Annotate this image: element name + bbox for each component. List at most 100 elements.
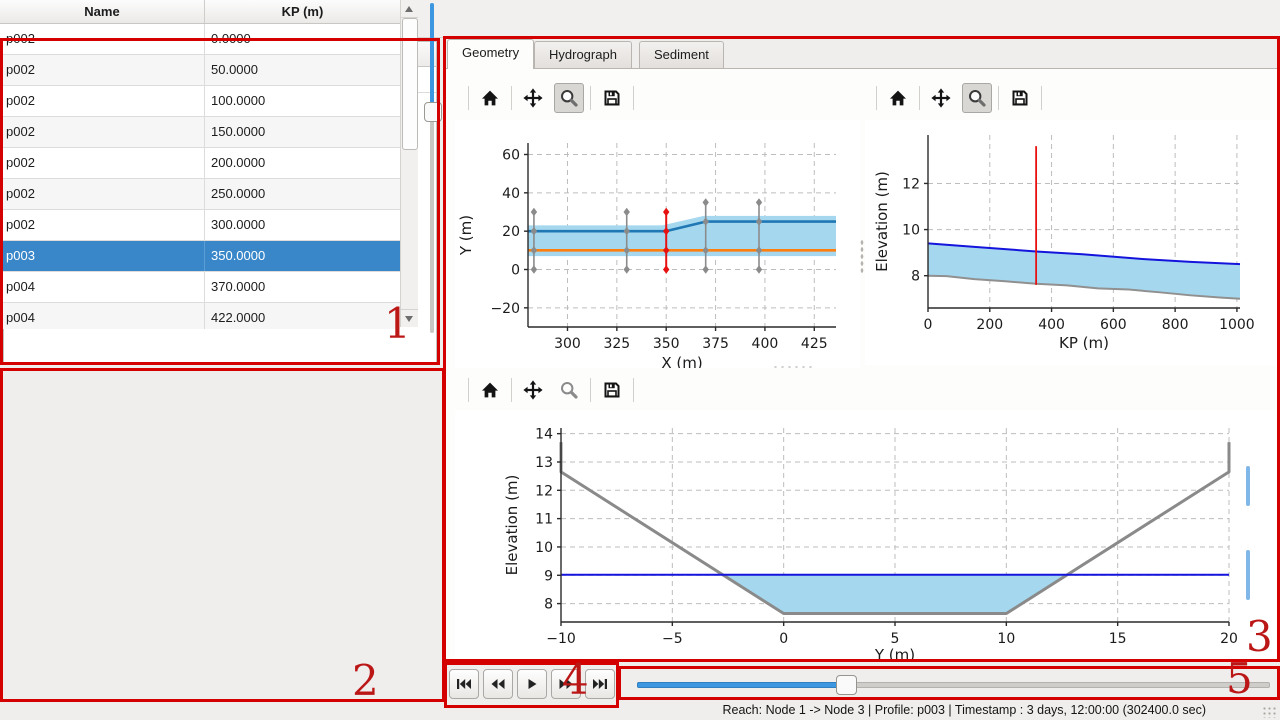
- cell-kp[interactable]: 350.0000: [211, 248, 266, 263]
- svg-text:400: 400: [1038, 317, 1065, 333]
- plan-view-canvas[interactable]: 300 325 350 375 400 425 −20 0 20 40 60 X (m) Y (m): [455, 120, 860, 368]
- save-icon[interactable]: [1005, 83, 1035, 113]
- resize-grip-icon[interactable]: [1262, 706, 1276, 718]
- long-profile-figure[interactable]: 0 200 400 600 800 1000 8 10 12 KP (m) Elevation (m…: [865, 120, 1277, 365]
- time-slider-filled[interactable]: [637, 682, 847, 688]
- table-row[interactable]: p002 200.0000: [0, 148, 400, 179]
- save-icon[interactable]: [597, 375, 627, 405]
- svg-text:10: 10: [902, 223, 920, 239]
- cell-kp[interactable]: 150.0000: [211, 124, 266, 139]
- table-row[interactable]: p002 150.0000: [0, 117, 400, 148]
- cell-name[interactable]: p002: [0, 24, 205, 54]
- cell-name[interactable]: p002: [0, 148, 205, 178]
- zoom-icon[interactable]: [554, 83, 584, 113]
- vertical-splitter-handle[interactable]: [860, 239, 864, 273]
- home-icon[interactable]: [883, 83, 913, 113]
- svg-text:10: 10: [535, 540, 553, 556]
- tab-bar: Geometry Hydrograph Sediment: [446, 39, 1277, 69]
- cross-section-canvas[interactable]: −10 −5 0 5 10 15 20 8 9 10 11 12 13 14 Y (m) Elevation …: [455, 410, 1276, 659]
- tab-sediment[interactable]: Sediment: [639, 41, 724, 68]
- slider-track-empty[interactable]: [430, 119, 434, 333]
- zoom-icon[interactable]: [962, 83, 992, 113]
- svg-text:600: 600: [1100, 317, 1127, 333]
- svg-text:11: 11: [535, 512, 553, 528]
- zoom-icon[interactable]: [554, 375, 584, 405]
- skip-to-start-button[interactable]: [449, 669, 479, 699]
- long-profile-canvas[interactable]: 0 200 400 600 800 1000 8 10 12 KP (m) Elevation (m…: [865, 120, 1277, 365]
- plan-view-figure[interactable]: 300 325 350 375 400 425 −20 0 20 40 60 X (m) Y (m): [455, 120, 860, 368]
- svg-text:12: 12: [535, 483, 553, 499]
- cell-name[interactable]: p002: [0, 55, 205, 85]
- svg-text:14: 14: [535, 427, 553, 443]
- table-row[interactable]: p002 100.0000: [0, 86, 400, 117]
- scroll-down-icon[interactable]: [401, 309, 418, 327]
- skip-to-end-button[interactable]: [585, 669, 615, 699]
- slider-track-filled[interactable]: [430, 3, 434, 111]
- cell-name[interactable]: p002: [0, 117, 205, 147]
- svg-text:325: 325: [603, 336, 630, 352]
- play-button[interactable]: [517, 669, 547, 699]
- table-scrollbar[interactable]: [400, 0, 418, 327]
- cell-name[interactable]: p002: [0, 210, 205, 240]
- status-text: Reach: Node 1 -> Node 3 | Profile: p003 …: [722, 703, 1206, 717]
- bed-line: [927, 274, 1241, 300]
- home-icon[interactable]: [475, 375, 505, 405]
- table-row[interactable]: p002 0.0000: [0, 24, 400, 55]
- step-back-button[interactable]: [483, 669, 513, 699]
- svg-text:13: 13: [535, 455, 553, 471]
- pan-icon[interactable]: [926, 83, 956, 113]
- svg-text:12: 12: [902, 176, 920, 192]
- x-axis-label: Y (m): [874, 646, 915, 659]
- horizontal-splitter-handle[interactable]: [772, 365, 816, 369]
- scrollbar-thumb[interactable]: [402, 18, 418, 150]
- cell-kp[interactable]: 200.0000: [211, 155, 266, 170]
- column-header-name[interactable]: Name: [0, 0, 205, 23]
- water-fill: [928, 243, 1240, 299]
- plot-panel: Geometry Hydrograph Sediment: [446, 39, 1277, 660]
- cell-kp[interactable]: 250.0000: [211, 186, 266, 201]
- profile-table-body: p002 0.0000 p002 50.0000 p002 100.0000 p002 150…: [0, 24, 400, 329]
- cell-name[interactable]: p002: [0, 179, 205, 209]
- table-row[interactable]: p002 250.0000: [0, 179, 400, 210]
- cell-kp[interactable]: 100.0000: [211, 93, 266, 108]
- time-slider-handle[interactable]: [836, 675, 857, 695]
- table-row[interactable]: p004 422.0000: [0, 303, 400, 329]
- cell-kp[interactable]: 370.0000: [211, 279, 266, 294]
- step-forward-button[interactable]: [551, 669, 581, 699]
- status-bar: Reach: Node 1 -> Node 3 | Profile: p003 …: [0, 702, 1280, 720]
- pan-icon[interactable]: [518, 375, 548, 405]
- svg-text:10: 10: [997, 631, 1015, 647]
- tab-hydrograph[interactable]: Hydrograph: [534, 41, 632, 68]
- svg-text:−5: −5: [662, 631, 683, 647]
- cell-kp[interactable]: 50.0000: [211, 62, 258, 77]
- cell-kp[interactable]: 422.0000: [211, 310, 266, 325]
- column-header-kp[interactable]: KP (m): [281, 4, 324, 19]
- home-icon[interactable]: [475, 83, 505, 113]
- svg-text:−20: −20: [490, 301, 520, 317]
- cell-name[interactable]: p004: [0, 303, 205, 329]
- svg-text:40: 40: [502, 186, 520, 202]
- long-profile-toolbar: [876, 81, 1042, 115]
- slider-handle[interactable]: [424, 102, 442, 122]
- cell-name[interactable]: p002: [0, 86, 205, 116]
- cell-kp[interactable]: 300.0000: [211, 217, 266, 232]
- cell-kp[interactable]: 0.0000: [211, 31, 251, 46]
- svg-text:20: 20: [502, 224, 520, 240]
- x-axis-label: KP (m): [1059, 334, 1109, 352]
- scroll-up-icon[interactable]: [401, 0, 418, 18]
- water-surface-line: [927, 242, 1241, 266]
- time-slider[interactable]: [637, 675, 1270, 695]
- table-row[interactable]: p004 370.0000: [0, 272, 400, 303]
- cell-name[interactable]: p003: [0, 241, 205, 271]
- save-icon[interactable]: [597, 83, 627, 113]
- plan-view-toolbar: [468, 81, 634, 115]
- table-row[interactable]: p002 50.0000: [0, 55, 400, 86]
- cell-name[interactable]: p004: [0, 272, 205, 302]
- cross-section-figure[interactable]: −10 −5 0 5 10 15 20 8 9 10 11 12 13 14 Y (m) Elevation …: [455, 410, 1276, 659]
- scrollbar-fragment: [1246, 466, 1250, 506]
- table-row[interactable]: p002 300.0000: [0, 210, 400, 241]
- tab-geometry[interactable]: Geometry: [447, 39, 535, 69]
- profile-position-slider[interactable]: [424, 1, 442, 333]
- table-row[interactable]: p003 350.0000: [0, 241, 400, 272]
- pan-icon[interactable]: [518, 83, 548, 113]
